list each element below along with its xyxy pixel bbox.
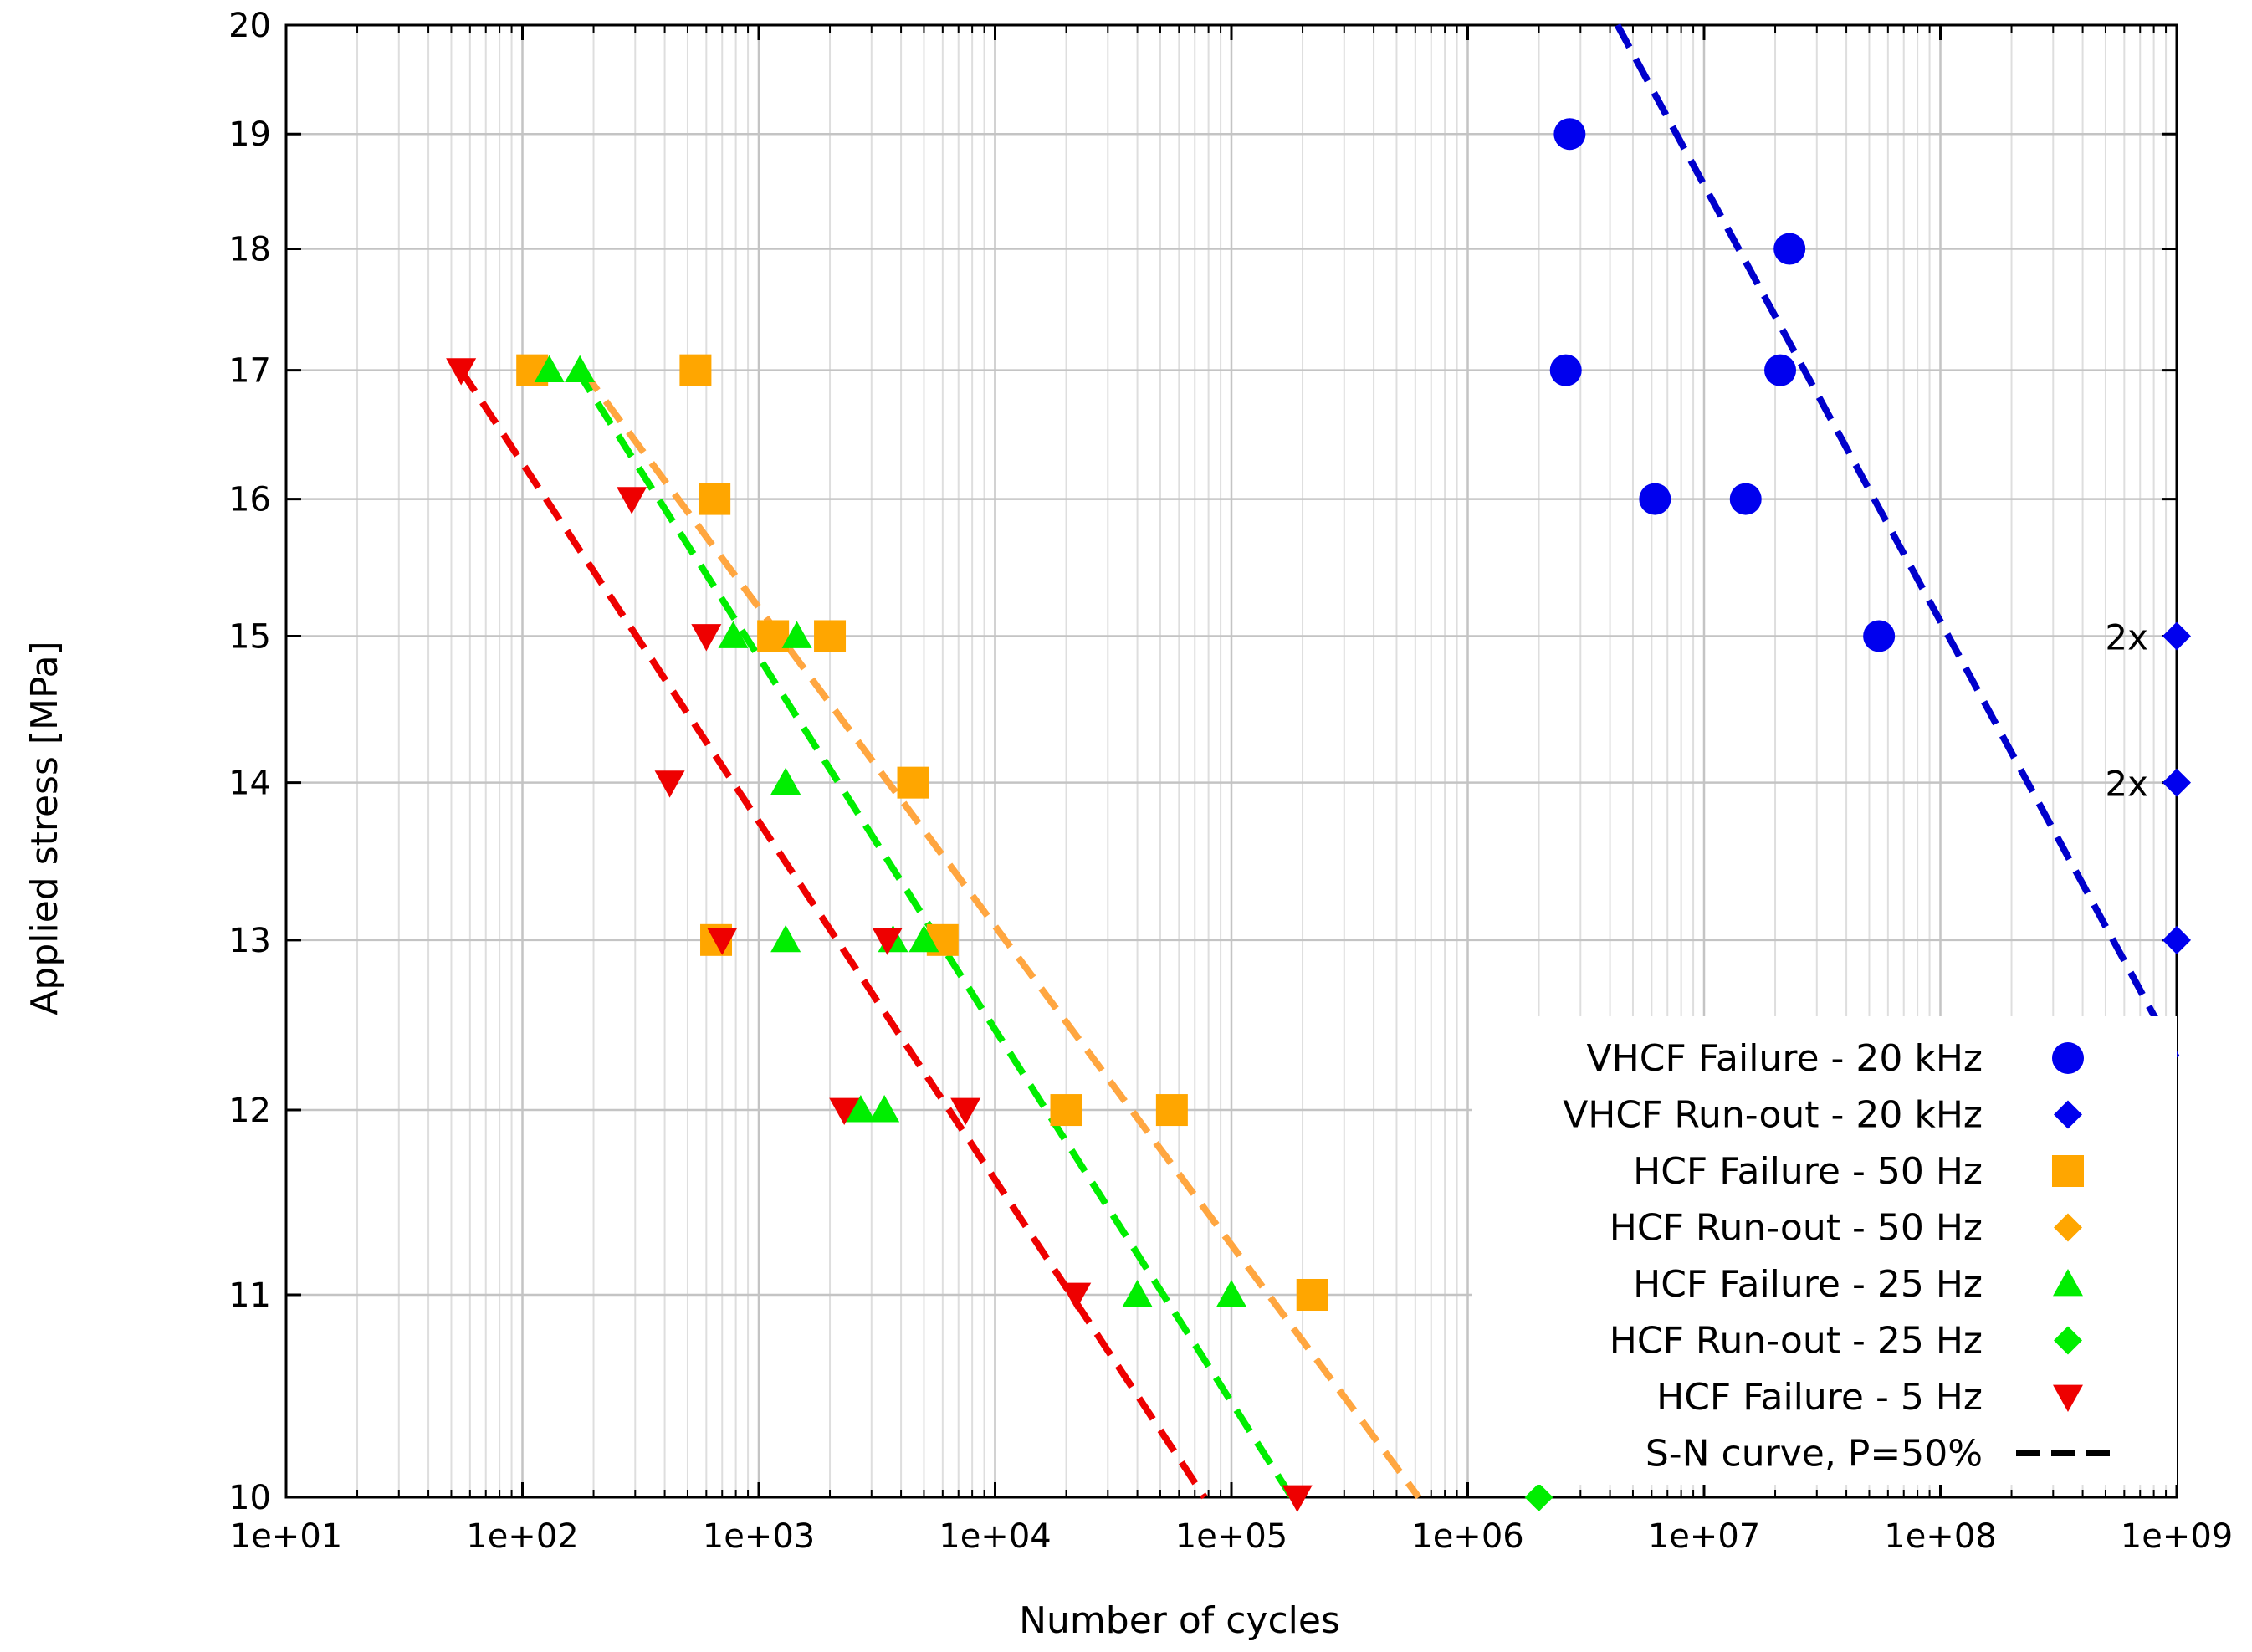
y-tick-label: 10 — [228, 1479, 271, 1517]
legend: VHCF Failure - 20 kHz VHCF Run-out - 20 k… — [1472, 1016, 2177, 1485]
data-point-square — [897, 766, 929, 799]
legend-symbol-triangle-up — [2053, 1269, 2083, 1297]
data-point-triangle-down — [872, 928, 903, 955]
x-axis-title: Number of cycles — [1019, 1599, 1340, 1642]
legend-symbol-circle — [2052, 1042, 2084, 1074]
legend-label: HCF Failure - 25 Hz — [1633, 1263, 1983, 1306]
legend-label: HCF Run-out - 25 Hz — [1610, 1320, 1983, 1363]
data-point-diamond — [1524, 1483, 1553, 1511]
legend-symbol-square — [2052, 1155, 2084, 1187]
data-point-triangle-up — [1122, 1279, 1153, 1307]
y-tick-label: 14 — [228, 765, 271, 803]
x-tick-label: 1e+03 — [703, 1517, 815, 1556]
legend-symbol-diamond — [2054, 1100, 2082, 1129]
y-tick-label: 18 — [228, 231, 271, 269]
sn-curve-line — [1614, 23, 2180, 1060]
data-point-diamond — [2162, 925, 2191, 954]
data-point-diamond — [2162, 621, 2191, 651]
data-point-triangle-down — [654, 770, 685, 798]
legend-symbol-diamond — [2054, 1326, 2082, 1355]
data-point-square — [699, 483, 731, 515]
data-point-circle — [1729, 483, 1762, 515]
x-tick-label: 1e+05 — [1175, 1517, 1287, 1556]
y-tick-label: 19 — [228, 115, 271, 154]
legend-label: HCF Run-out - 50 Hz — [1610, 1207, 1983, 1250]
x-tick-label: 1e+09 — [2121, 1517, 2233, 1556]
y-tick-label: 12 — [228, 1092, 271, 1130]
data-points — [446, 118, 2191, 1512]
data-point-square — [1296, 1278, 1328, 1311]
data-point-triangle-up — [770, 767, 801, 795]
sn-curve-line — [458, 368, 1208, 1500]
data-point-triangle-down — [446, 358, 477, 386]
y-axis-title: Applied stress [MPa] — [23, 641, 66, 1015]
data-point-triangle-up — [534, 355, 565, 383]
data-point-square — [814, 620, 847, 652]
axis-ticks: 1e+01 1e+02 1e+03 1e+04 1e+05 1e+06 1e+07 1e+08… — [228, 7, 2233, 1556]
data-point-square — [679, 354, 712, 386]
data-point-square — [1050, 1094, 1082, 1127]
data-point-circle — [1549, 354, 1582, 386]
legend-label: HCF Failure - 5 Hz — [1656, 1376, 1983, 1419]
legend-symbol-diamond — [2054, 1213, 2082, 1242]
legend-background — [1472, 1016, 2177, 1485]
x-tick-label: 1e+07 — [1648, 1517, 1760, 1556]
data-point-triangle-up — [845, 1095, 876, 1123]
y-tick-label: 20 — [228, 7, 271, 45]
x-tick-label: 1e+08 — [1884, 1517, 1996, 1556]
legend-label: HCF Failure - 50 Hz — [1633, 1150, 1983, 1193]
legend-label: VHCF Run-out - 20 kHz — [1563, 1094, 1983, 1137]
data-point-triangle-up — [565, 355, 596, 383]
data-point-triangle-down — [691, 624, 722, 652]
legend-label: VHCF Failure - 20 kHz — [1587, 1037, 1983, 1080]
legend-symbol-triangle-down — [2053, 1384, 2083, 1412]
data-point-circle — [1639, 483, 1671, 515]
data-point-triangle-down — [707, 928, 738, 955]
grid — [284, 23, 2178, 1499]
data-point-triangle-up — [770, 924, 801, 953]
data-point-circle — [1553, 118, 1586, 151]
x-tick-label: 1e+06 — [1411, 1517, 1523, 1556]
data-point-circle — [1863, 620, 1896, 652]
y-tick-label: 11 — [228, 1276, 271, 1315]
data-point-triangle-down — [617, 487, 647, 514]
data-point-triangle-down — [1282, 1485, 1313, 1512]
data-point-triangle-up — [781, 621, 812, 648]
data-point-triangle-up — [869, 1095, 900, 1123]
x-tick-label: 1e+01 — [230, 1517, 342, 1556]
annotation-label: 2x — [2105, 616, 2148, 657]
sn-curve-line — [580, 368, 1422, 1500]
data-point-circle — [1764, 354, 1797, 386]
data-point-triangle-up — [908, 924, 939, 953]
data-point-triangle-down — [950, 1097, 981, 1126]
data-point-triangle-down — [829, 1097, 860, 1126]
y-tick-label: 13 — [228, 922, 271, 960]
legend-label: S-N curve, P=50% — [1645, 1433, 1983, 1476]
y-tick-label: 17 — [228, 352, 271, 391]
x-tick-label: 1e+02 — [466, 1517, 578, 1556]
annotation-label: 2x — [2105, 764, 2148, 805]
data-point-triangle-up — [1216, 1279, 1246, 1307]
data-point-triangle-down — [1061, 1282, 1092, 1310]
data-point-circle — [1773, 233, 1806, 265]
x-tick-label: 1e+04 — [939, 1517, 1051, 1556]
data-point-diamond — [2162, 768, 2191, 797]
data-point-square — [1155, 1094, 1188, 1127]
annotations: 2x 2x — [2105, 616, 2148, 804]
y-tick-label: 15 — [228, 617, 271, 656]
data-point-triangle-up — [718, 621, 749, 648]
y-tick-label: 16 — [228, 481, 271, 519]
